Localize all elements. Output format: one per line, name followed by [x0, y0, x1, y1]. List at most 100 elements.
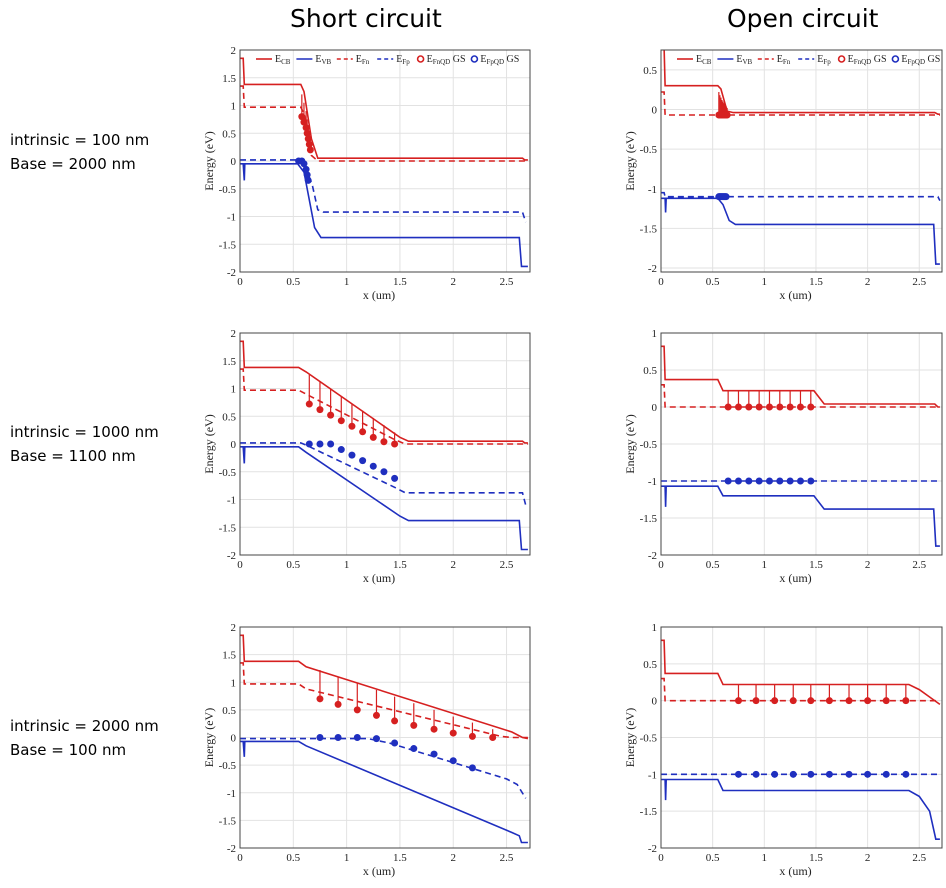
series-e-fn [240, 662, 528, 739]
y-axis-label: Energy (eV) [202, 708, 216, 767]
x-tick-label: 1.5 [393, 276, 407, 288]
y-tick-label: -1.5 [219, 522, 237, 534]
intrinsic-label: intrinsic = 2000 nm [10, 717, 159, 735]
y-tick-label: -0.5 [640, 733, 658, 745]
y-tick-label: 0.5 [643, 365, 657, 377]
qd-electron-marker [300, 118, 308, 126]
qd-electron-marker [807, 697, 815, 705]
x-tick-label: 2 [865, 276, 871, 288]
qd-hole-marker [303, 171, 311, 179]
qd-hole-marker [391, 739, 399, 747]
y-tick-label: 0 [231, 439, 237, 451]
qd-electron-marker [305, 140, 313, 148]
qd-hole-marker [765, 477, 773, 485]
y-tick-label: 1 [652, 622, 658, 634]
row-label-1: intrinsic = 100 nm Base = 2000 nm [10, 128, 149, 176]
axes-frame [239, 49, 531, 273]
y-tick-label: -1 [227, 212, 236, 224]
y-tick-label: 2 [231, 622, 237, 634]
x-tick-label: 0.5 [286, 852, 300, 864]
qd-hole-marker [752, 770, 760, 778]
y-tick-label: -1 [227, 788, 236, 800]
legend-marker [470, 55, 479, 63]
y-tick-label: -1.5 [640, 806, 658, 818]
x-tick-label: 1 [762, 276, 768, 288]
x-tick-label: 2.5 [500, 852, 514, 864]
series-e-fn [240, 368, 528, 445]
x-axis-label: x (um) [779, 864, 811, 878]
qd-electron-marker [734, 697, 742, 705]
plot-area [240, 57, 528, 268]
x-tick-label: 0.5 [706, 559, 720, 571]
x-tick-label: 1.5 [393, 852, 407, 864]
chart-panel-6: 0 0.5 1 1.5 2 2.5 -2 -1.5 -1 -0.5 0 0.5 1 x (um) Energ… [623, 622, 943, 878]
axes-frame [660, 626, 943, 849]
qd-electron-marker [369, 433, 377, 441]
x-tick-label: 0.5 [286, 276, 300, 288]
qd-electron-marker [327, 411, 335, 419]
y-tick-label: 2 [231, 45, 237, 57]
y-tick-label: 0.5 [222, 705, 236, 717]
y-tick-label: -1 [648, 769, 657, 781]
x-tick-label: 1.5 [393, 559, 407, 571]
series-e-vb [240, 163, 528, 268]
qd-electron-marker [430, 725, 438, 733]
x-axis-label: x (um) [779, 571, 811, 585]
qd-electron-marker [807, 403, 815, 411]
series-e-cb [661, 345, 940, 408]
qd-electron-marker [391, 717, 399, 725]
series-e-fp [661, 191, 941, 201]
y-tick-label: 0.5 [222, 128, 236, 140]
y-tick-label: -2 [648, 843, 657, 855]
x-tick-label: 2.5 [912, 852, 926, 864]
y-tick-label: -1.5 [219, 815, 237, 827]
y-tick-label: -2 [648, 550, 657, 562]
qd-electron-marker [302, 124, 310, 132]
y-tick-label: 0.5 [643, 65, 657, 77]
x-axis-label: x (um) [779, 288, 811, 302]
x-tick-label: 2 [865, 852, 871, 864]
row-label-3: intrinsic = 2000 nm Base = 100 nm [10, 714, 159, 762]
qd-hole-marker [807, 477, 815, 485]
qd-electron-marker [372, 711, 380, 719]
x-axis-label: x (um) [363, 571, 395, 585]
legend-entry-label: EFp [396, 54, 410, 66]
y-tick-label: 0.5 [222, 411, 236, 423]
qd-hole-marker [789, 770, 797, 778]
y-tick-label: 0 [652, 696, 658, 708]
x-tick-label: 2.5 [912, 559, 926, 571]
qd-hole-marker [724, 477, 732, 485]
y-axis-label: Energy (eV) [623, 414, 637, 473]
y-tick-label: -0.5 [219, 467, 237, 479]
series-e-fp [240, 159, 527, 223]
qd-hole-marker [327, 440, 335, 448]
x-tick-label: 0.5 [706, 852, 720, 864]
qd-hole-marker [468, 764, 476, 772]
qd-hole-marker [300, 160, 308, 168]
qd-electron-marker [845, 697, 853, 705]
plot-area [240, 634, 529, 844]
qd-electron-marker [316, 695, 324, 703]
qd-electron-marker [882, 697, 890, 705]
x-tick-label: 2 [865, 559, 871, 571]
qd-electron-marker [380, 438, 388, 446]
qd-electron-marker [334, 700, 342, 708]
qd-electron-marker [410, 721, 418, 729]
intrinsic-label: intrinsic = 100 nm [10, 131, 150, 149]
legend-entry-label: ECB [275, 54, 291, 66]
plot-area [240, 340, 528, 551]
y-tick-label: 1 [652, 328, 658, 340]
qd-electron-marker [359, 428, 367, 436]
qd-electron-marker [776, 403, 784, 411]
y-tick-label: -1.5 [640, 513, 658, 525]
y-tick-label: -1 [648, 476, 657, 488]
y-tick-label: -2 [227, 843, 236, 855]
y-tick-label: 1.5 [222, 356, 236, 368]
legend: ECB EVB EFn EFp EFnQD GS EFpQD GS [677, 54, 940, 66]
qd-hole-marker [786, 477, 794, 485]
qd-electron-marker [734, 403, 742, 411]
legend-entry-label: EFnQD GS [848, 54, 887, 66]
x-tick-label: 1 [762, 559, 768, 571]
qd-hole-marker [845, 770, 853, 778]
